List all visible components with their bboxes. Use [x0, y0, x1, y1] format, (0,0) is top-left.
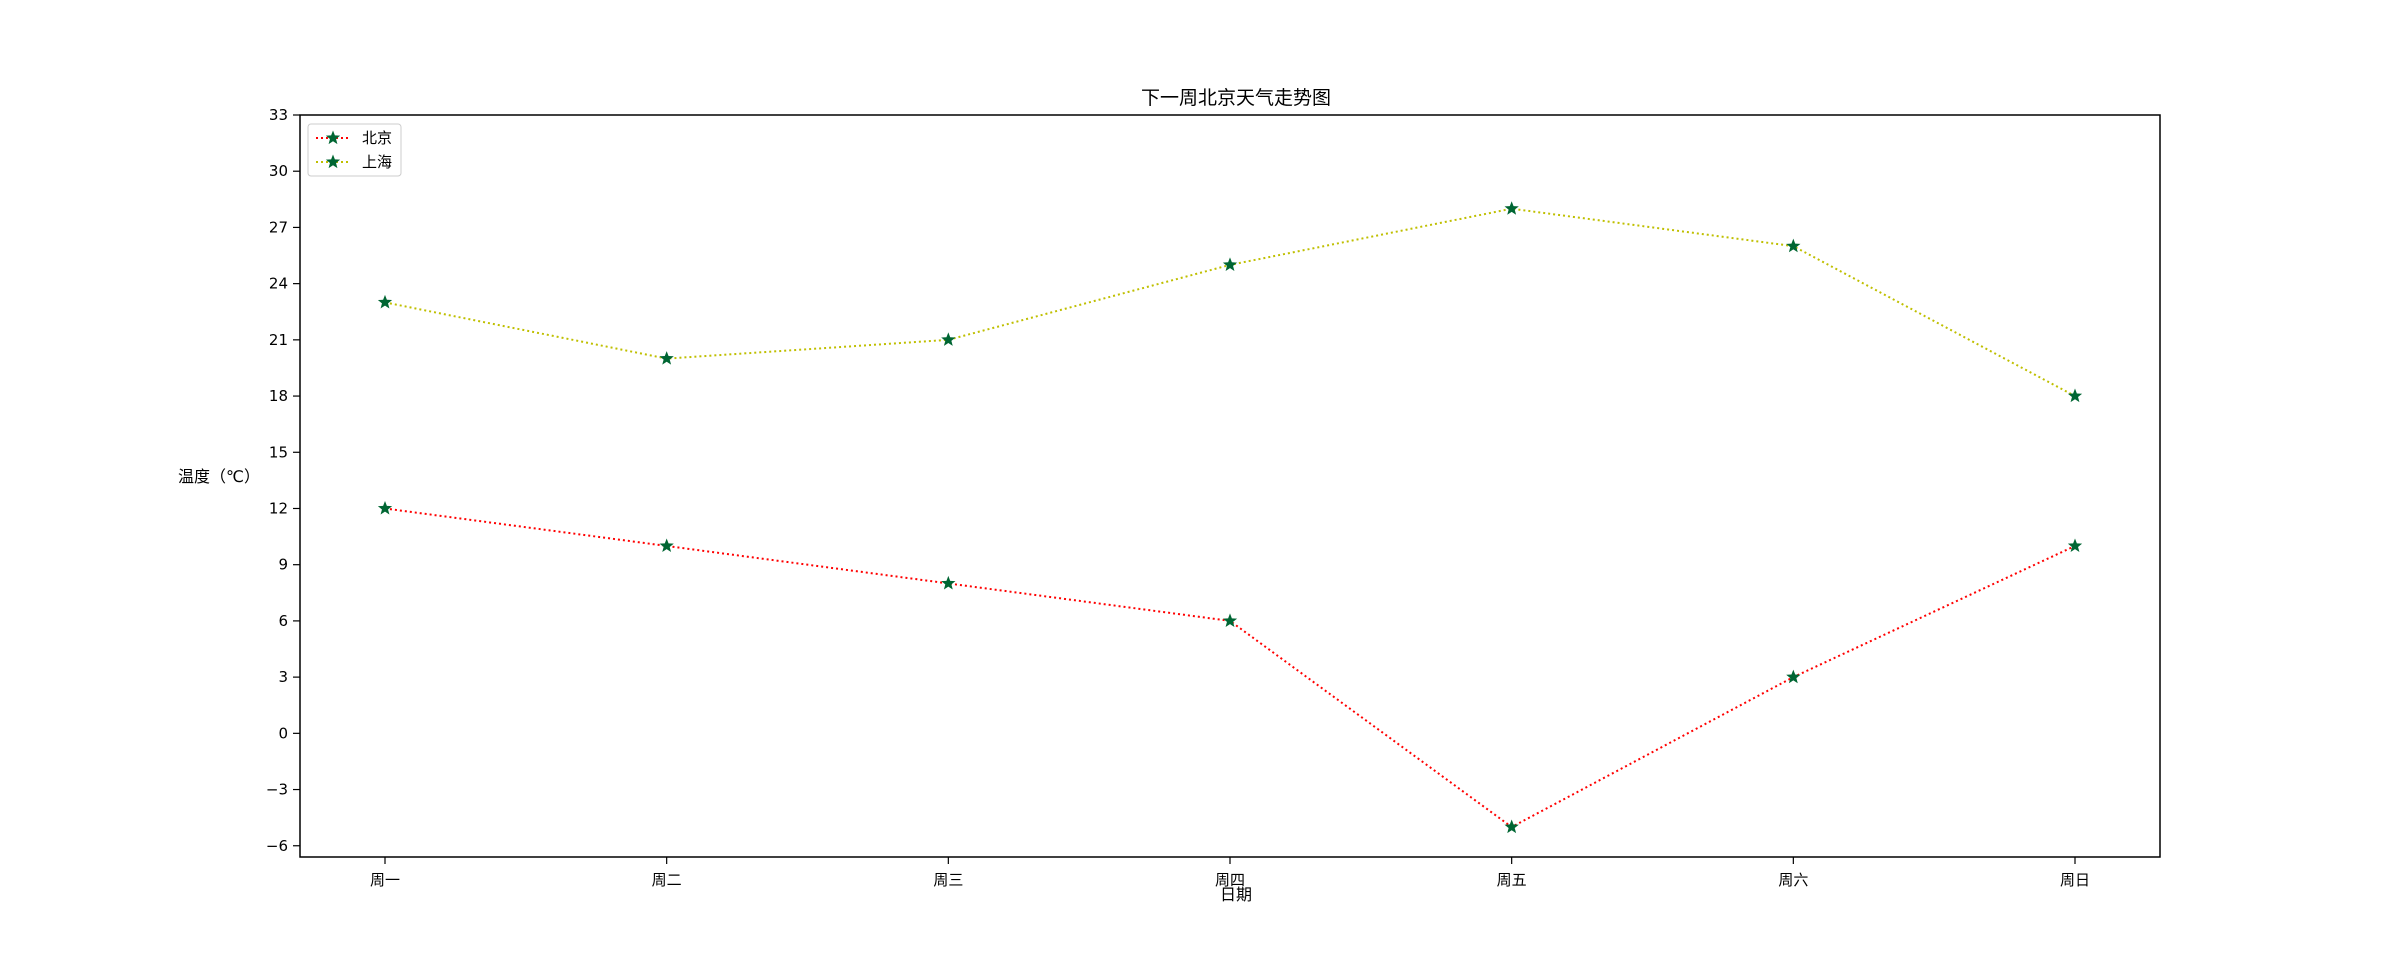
x-tick-label: 周三 — [933, 871, 963, 889]
y-tick-label: 3 — [278, 668, 288, 686]
y-tick-label: 12 — [269, 499, 288, 517]
data-point-star — [377, 500, 393, 515]
x-tick-label: 周二 — [652, 871, 682, 889]
y-tick-label: 15 — [269, 443, 288, 461]
data-point-star — [2067, 538, 2083, 553]
x-tick-label: 周五 — [1497, 871, 1527, 889]
data-point-star — [1504, 201, 1519, 215]
plot-frame — [299, 114, 2161, 858]
y-tick-label: 18 — [269, 387, 288, 405]
data-point-star — [1222, 257, 1238, 271]
x-tick-label: 周日 — [2060, 871, 2090, 889]
y-tick-label: 9 — [278, 556, 288, 574]
y-tick-label: 6 — [278, 612, 288, 630]
y-tick-label: 0 — [278, 724, 288, 742]
series-line-0 — [384, 507, 2076, 829]
y-tick-label: 33 — [269, 106, 288, 124]
chart-title: 下一周北京天气走势图 — [1141, 87, 1331, 109]
x-axis-label: 日期 — [1220, 885, 1252, 904]
data-point-star — [1786, 238, 1801, 253]
x-tick-label: 周四 — [1215, 871, 1245, 889]
data-point-star — [659, 351, 674, 365]
data-point-star — [1222, 613, 1238, 627]
legend-marker-star — [325, 130, 341, 145]
x-tick-label: 周一 — [370, 871, 400, 889]
data-point-star — [377, 294, 393, 309]
y-tick-label: −6 — [266, 837, 288, 855]
y-tick-label: 27 — [269, 218, 288, 236]
legend-label: 北京 — [362, 129, 392, 147]
y-tick-label: 21 — [269, 331, 288, 349]
data-point-star — [941, 332, 956, 346]
data-point-star — [1786, 669, 1801, 684]
data-point-star — [2067, 388, 2083, 403]
y-tick-label: −3 — [266, 781, 288, 799]
x-tick-label: 周六 — [1778, 871, 1808, 889]
data-point-star — [941, 575, 956, 590]
y-tick-label: 30 — [269, 162, 288, 180]
plot-area: −6 −3 0 3 6 9 12 15 18 21 24 27 30 33 周一 周二 周三 周四 周五 周六 周日 — [266, 106, 2090, 889]
legend-marker-star — [325, 154, 341, 169]
y-axis-label: 温度（℃） — [178, 467, 260, 486]
data-point-star — [1504, 819, 1519, 834]
legend-label: 上海 — [362, 153, 392, 171]
y-tick-label: 24 — [269, 275, 288, 293]
data-point-star — [659, 538, 674, 553]
series-line-1 — [384, 207, 2076, 397]
